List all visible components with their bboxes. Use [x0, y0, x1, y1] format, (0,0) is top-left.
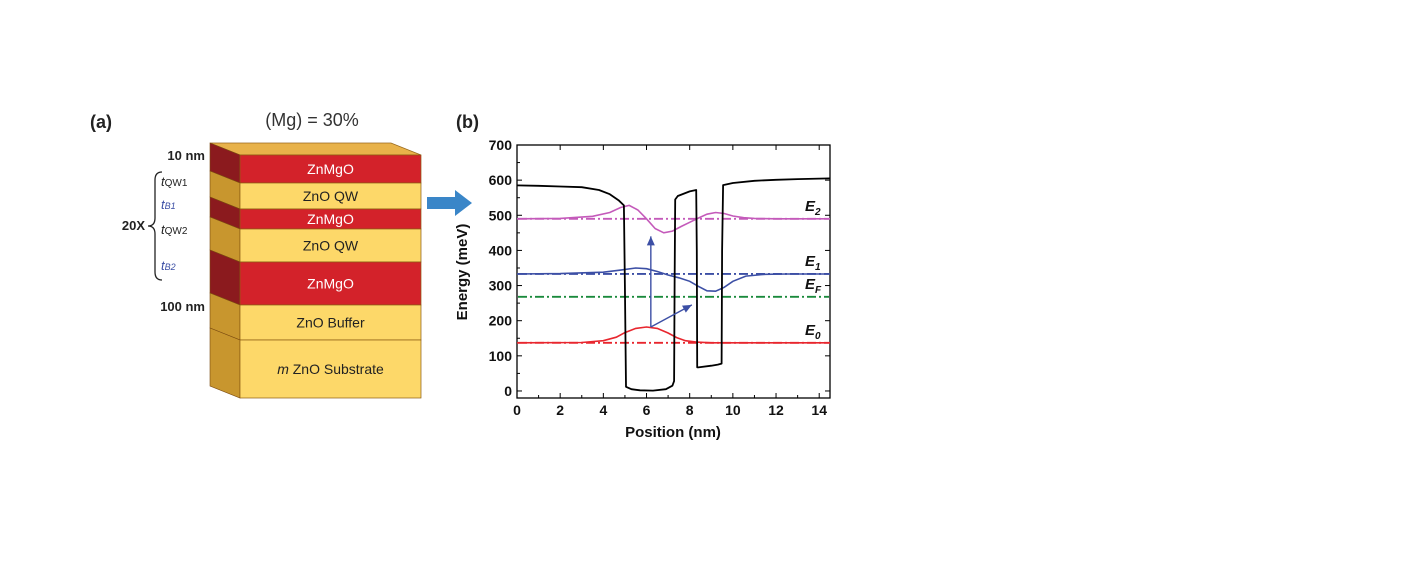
y-tick-label: 600 — [489, 172, 513, 188]
y-axis-label: Energy (meV) — [454, 224, 471, 321]
potential-profile — [516, 177, 831, 392]
y-tick-label: 200 — [489, 313, 513, 329]
buffer-thickness-label: 100 nm — [160, 299, 205, 314]
transition-arrow-head — [682, 304, 692, 313]
stack-top-face — [209, 142, 422, 156]
transition-arrow-head — [646, 236, 655, 246]
y-tick-label: 400 — [489, 242, 513, 258]
wavefunction-e0 — [516, 326, 830, 344]
x-tick-label: 4 — [599, 402, 607, 418]
x-axis-label: Position (nm) — [625, 424, 721, 441]
layer-label: ZnMgO — [307, 161, 354, 177]
repeat-brace — [147, 171, 163, 281]
x-tick-label: 8 — [686, 402, 694, 418]
energy-level-label: E2 — [805, 198, 821, 218]
x-tick-label: 0 — [513, 402, 521, 418]
t-b2-label: tB2 — [161, 258, 176, 273]
panel-a-label: (a) — [90, 112, 112, 132]
layer-side-face — [209, 327, 241, 399]
y-tick-label: 700 — [489, 137, 513, 153]
mg-composition-title: (Mg) = 30% — [265, 110, 359, 130]
repeat-count-label: 20X — [122, 218, 145, 233]
layer-front-face — [239, 154, 422, 184]
y-tick-label: 300 — [489, 278, 513, 294]
wavefunction-e2 — [516, 204, 830, 234]
y-tick-label: 100 — [489, 348, 513, 364]
x-tick-label: 2 — [556, 402, 564, 418]
layer-label: m ZnO Substrate — [277, 361, 384, 377]
top-thickness-label: 10 nm — [167, 148, 205, 163]
layer-label: ZnMgO — [307, 276, 354, 292]
layer-label: ZnO QW — [303, 238, 359, 254]
x-tick-label: 14 — [811, 402, 827, 418]
y-tick-label: 0 — [504, 383, 512, 399]
energy-level-label: EF — [805, 276, 822, 296]
layer-front-face — [239, 304, 422, 341]
wavefunction-e1 — [516, 267, 830, 293]
panel-link-arrow — [427, 190, 472, 216]
layer-label: ZnMgO — [307, 211, 354, 227]
panel-b-label: (b) — [456, 112, 479, 132]
x-tick-label: 10 — [725, 402, 741, 418]
y-tick-label: 500 — [489, 207, 513, 223]
t-b1-label: tB1 — [161, 197, 176, 212]
layer-front-face — [239, 228, 422, 263]
t-qw1-label: tQW1 — [161, 174, 188, 189]
layer-front-face — [239, 261, 422, 306]
t-qw2-label: tQW2 — [161, 222, 188, 237]
energy-level-label: E1 — [805, 253, 821, 273]
chart-marks: 0 2 4 6 8 10 12 14 0 100 200 300 400 500 600 700 E2 E1 EF E… — [489, 137, 831, 418]
energy-level-label: E0 — [805, 322, 821, 342]
layer-label: ZnO Buffer — [296, 315, 365, 331]
x-tick-label: 12 — [768, 402, 784, 418]
plot-frame — [516, 144, 831, 399]
layer-stack: ZnMgO ZnO QW ZnMgO ZnO QW ZnMgO ZnO Buffer m Z… — [209, 142, 422, 399]
x-tick-label: 6 — [643, 402, 651, 418]
layer-front-face — [239, 339, 422, 399]
panel-b-energy-chart: (b) 0 2 4 6 8 10 12 14 0 100 200 300 400 500 600 700 E2 E… — [454, 112, 831, 441]
layer-label: ZnO QW — [303, 188, 359, 204]
